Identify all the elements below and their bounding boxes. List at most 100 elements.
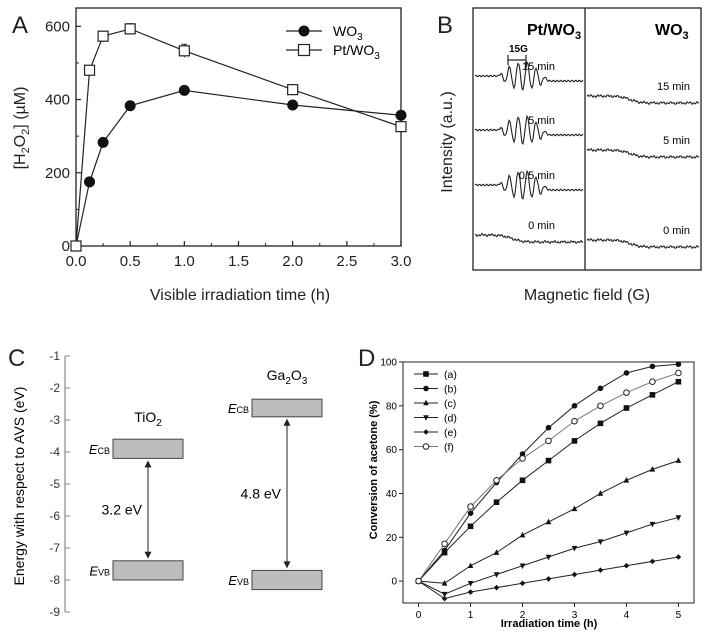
y-tick-label: -9 xyxy=(49,605,60,619)
data-point xyxy=(623,477,630,483)
band-edge-label: ECB xyxy=(89,442,110,457)
legend-label: (e) xyxy=(444,427,457,439)
data-point xyxy=(83,64,96,76)
data-point xyxy=(70,240,82,252)
panel-b-title-wo3: WO3 xyxy=(655,22,689,42)
y-tick-label: -5 xyxy=(49,477,60,491)
data-point xyxy=(675,457,682,463)
band-gap-label: 4.8 eV xyxy=(241,486,282,502)
legend-label: (b) xyxy=(444,384,457,396)
band-edge-label: ECB xyxy=(228,401,249,416)
data-point xyxy=(519,455,526,462)
data-point xyxy=(545,576,552,582)
legend-marker xyxy=(423,399,429,406)
x-tick-label: 5 xyxy=(676,610,682,621)
series-line-5 xyxy=(418,372,679,582)
series-line-0 xyxy=(75,89,402,247)
data-point xyxy=(178,84,190,96)
data-point xyxy=(597,490,604,496)
spectrum-trace xyxy=(586,147,700,160)
legend-marker xyxy=(422,443,430,450)
data-point xyxy=(649,521,656,528)
x-tick-label: 0.0 xyxy=(66,253,87,270)
data-point xyxy=(545,457,552,464)
panel-d-series xyxy=(415,361,682,602)
panel-c-axis: -1 -2 -3 -4 -5 -6 -7 -8 -9 xyxy=(49,349,70,619)
data-point xyxy=(649,378,656,386)
y-tick-label: 600 xyxy=(45,18,70,35)
x-tick-label: 1.5 xyxy=(228,253,249,270)
legend-marker-ptwo3 xyxy=(297,43,311,57)
scale-bar-label: 15G xyxy=(509,44,528,55)
material-name: TiO2 xyxy=(134,409,162,429)
data-point xyxy=(675,554,682,560)
spectrum-trace xyxy=(474,169,584,200)
legend-marker xyxy=(423,429,429,435)
arrow-head-up xyxy=(144,460,152,468)
panel-letter-a: A xyxy=(12,12,28,39)
panel-b-x-title: Magnetic field (G) xyxy=(524,287,650,304)
panel-a-series xyxy=(70,23,407,252)
data-point xyxy=(675,361,682,367)
data-point xyxy=(597,567,604,573)
data-point xyxy=(623,562,630,569)
data-point xyxy=(97,136,109,148)
legend-marker xyxy=(423,385,429,392)
legend-label: (f) xyxy=(444,442,454,454)
data-point xyxy=(623,389,630,396)
panel-a-y-ticks: 0 200 400 600 xyxy=(45,18,81,255)
data-point xyxy=(493,572,500,578)
data-point xyxy=(623,530,630,537)
data-point xyxy=(519,477,526,484)
data-point xyxy=(519,531,526,538)
spectrum-trace xyxy=(474,232,584,245)
data-point xyxy=(623,405,630,411)
panel-a-x-ticks: 0.0 0.5 1.0 1.5 2.0 2.5 3.0 xyxy=(66,241,411,270)
legend-marker xyxy=(423,371,429,377)
spectrum-label: 0.5 min xyxy=(519,170,555,182)
panel-c: C -1 -2 -3 -4 -5 -6 -7 -8 -9 3.2 eV TiO2 ECB EVB 4.8… xyxy=(8,345,323,619)
data-point xyxy=(545,518,552,525)
data-point xyxy=(395,109,407,121)
data-point xyxy=(675,369,682,377)
x-tick-label: 2.5 xyxy=(336,253,357,270)
data-point xyxy=(545,554,552,561)
material-name: Ga2O3 xyxy=(267,367,308,387)
x-tick-label: 1 xyxy=(468,610,474,621)
panel-c-y-title: Energy with respect to AVS (eV) xyxy=(11,387,27,586)
data-point xyxy=(287,84,299,96)
panel-b-y-title: Intensity (a.u.) xyxy=(439,91,456,192)
data-point xyxy=(441,595,448,602)
data-point xyxy=(97,30,109,42)
legend-marker-wo3 xyxy=(298,25,310,37)
y-tick-label: 20 xyxy=(386,533,398,544)
panel-d-legend: (a) (b) (c) (d) (e) (f) xyxy=(414,369,457,454)
conduction-band xyxy=(251,398,323,418)
spectrum-label: 0 min xyxy=(663,225,690,237)
data-point xyxy=(597,420,604,427)
data-point xyxy=(675,515,682,521)
data-point xyxy=(178,45,190,57)
panel-a-legend: WO3 Pt/WO3 xyxy=(286,23,380,62)
arrow-head-down xyxy=(283,561,291,569)
y-tick-label: -2 xyxy=(49,381,60,395)
y-tick-label: 40 xyxy=(386,489,398,500)
data-point xyxy=(519,563,526,570)
legend-marker xyxy=(423,415,429,421)
panel-d-axes: 0 1 2 3 4 5 0 20 40 60 80 100 xyxy=(380,358,695,621)
x-tick-label: 0.5 xyxy=(120,253,141,270)
data-point xyxy=(571,571,578,578)
x-tick-label: 4 xyxy=(624,610,630,621)
y-tick-label: 0 xyxy=(391,577,397,588)
valence-band xyxy=(112,560,184,581)
legend-label: (c) xyxy=(444,398,456,410)
data-point xyxy=(493,499,500,506)
data-point xyxy=(649,558,656,565)
x-tick-label: 2 xyxy=(520,610,526,621)
spectrum-label: 0 min xyxy=(528,220,555,232)
data-point xyxy=(519,580,526,587)
panel-letter-d: D xyxy=(358,345,375,372)
y-tick-label: -4 xyxy=(49,445,60,459)
spectrum-trace xyxy=(586,93,700,106)
panel-c-bands: 3.2 eV TiO2 ECB EVB 4.8 eV Ga2O3 ECB EVB xyxy=(89,367,323,591)
